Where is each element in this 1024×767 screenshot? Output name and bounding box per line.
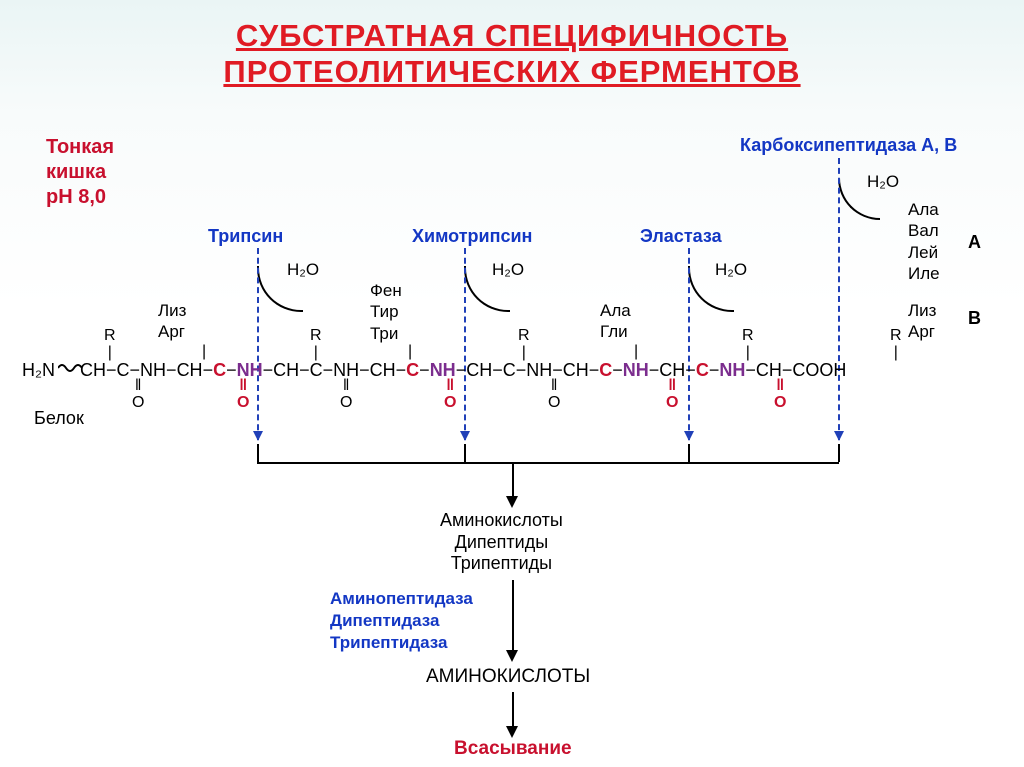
context-l3: pH 8,0: [46, 185, 114, 210]
final-amino-acids: АМИНОКИСЛОТЫ: [426, 666, 590, 688]
r1: R|: [104, 328, 116, 362]
bracket-v1: [257, 444, 259, 462]
label-B: B: [968, 308, 981, 329]
r5: R|: [518, 328, 530, 362]
arrow-to-absorption: [512, 692, 514, 728]
hook-3: [688, 266, 734, 312]
bar2: |: [202, 344, 206, 361]
r7: R|: [742, 328, 754, 362]
spec-cp-b: Лиз Арг: [908, 300, 936, 343]
context-label: Тонкая кишка pH 8,0: [46, 135, 114, 210]
hook-2: [464, 266, 510, 312]
label-A: A: [968, 232, 981, 253]
o7: ‖O: [774, 378, 786, 412]
o5: ‖O: [548, 378, 560, 412]
spec-trypsin: Лиз Арг: [158, 300, 186, 343]
arrow-to-final-head: [506, 650, 518, 662]
title-line-2: ПРОТЕОЛИТИЧЕСКИХ ФЕРМЕНТОВ: [223, 54, 800, 89]
cleavage-trypsin: [257, 248, 259, 440]
context-l2: кишка: [46, 160, 114, 185]
protein-label: Белок: [34, 408, 84, 429]
bracket-v4: [838, 444, 840, 462]
slide-title: СУБСТРАТНАЯ СПЕЦИФИЧНОСТЬ ПРОТЕОЛИТИЧЕСК…: [0, 18, 1024, 89]
bar4: |: [408, 344, 412, 361]
cleavage-carboxypeptidase: [838, 158, 840, 440]
hook-1: [257, 266, 303, 312]
title-line-1: СУБСТРАТНАЯ СПЕЦИФИЧНОСТЬ: [236, 18, 788, 53]
enzyme-trypsin: Трипсин: [208, 226, 283, 247]
o2: ‖O: [237, 378, 249, 412]
peptidases-block: Аминопептидаза Дипептидаза Трипептидаза: [330, 588, 473, 654]
cleavage-chymotrypsin: [464, 248, 466, 440]
bracket-v2: [464, 444, 466, 462]
peptide-backbone: H₂N CH−C−NH−CH−C−NH−CH−C−NH−CH−C−NH−CH−C…: [22, 360, 846, 381]
arrow-to-final: [512, 580, 514, 652]
spec-elastase: Ала Гли: [600, 300, 631, 343]
r8: R|: [890, 328, 902, 362]
bracket-arrow: [506, 496, 518, 508]
products-block: Аминокислоты Дипептиды Трипептиды: [440, 510, 563, 575]
hook-4: [838, 178, 880, 220]
arrow-to-absorption-head: [506, 726, 518, 738]
enzyme-carboxypeptidase: Карбоксипептидаза A, B: [740, 135, 957, 156]
bar6: |: [634, 344, 638, 361]
r3: R|: [310, 328, 322, 362]
context-l1: Тонкая: [46, 135, 114, 160]
bracket-h: [257, 462, 839, 464]
o6: ‖O: [666, 378, 678, 412]
enzyme-chymotrypsin: Химотрипсин: [412, 226, 532, 247]
bracket-vc: [512, 462, 514, 498]
bracket-v3: [688, 444, 690, 462]
o4: ‖O: [444, 378, 456, 412]
spec-cp-a: Ала Вал Лей Иле: [908, 199, 940, 284]
enzyme-elastase: Эластаза: [640, 226, 722, 247]
absorption-label: Всасывание: [454, 738, 572, 760]
o1: ‖O: [132, 378, 144, 412]
spec-chymotrypsin: Фен Тир Три: [370, 280, 402, 344]
o3: ‖O: [340, 378, 352, 412]
cleavage-elastase: [688, 248, 690, 440]
